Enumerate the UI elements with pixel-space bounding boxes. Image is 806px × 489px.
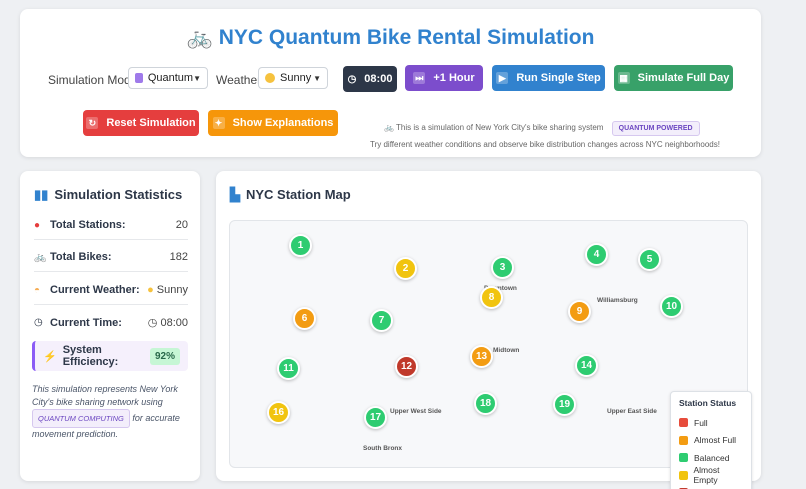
refresh-icon: ↻ bbox=[86, 117, 99, 129]
station-marker[interactable]: 8 bbox=[480, 286, 503, 309]
station-marker[interactable]: 11 bbox=[277, 357, 300, 380]
clock-icon: ◷ bbox=[147, 317, 158, 329]
area-label: Upper West Side bbox=[390, 408, 442, 415]
legend-label: Almost Full bbox=[694, 435, 737, 446]
play-icon: ▶ bbox=[496, 72, 509, 84]
simulation-description: This simulation represents New York City… bbox=[32, 384, 180, 439]
legend-swatch bbox=[679, 435, 688, 445]
station-marker[interactable]: 1 bbox=[289, 234, 312, 257]
info-panel: 🚲 This is a simulation of New York City'… bbox=[370, 121, 720, 149]
station-marker[interactable]: 19 bbox=[553, 393, 576, 416]
stat-total-stations: ● Total Stations: 20 bbox=[34, 219, 188, 231]
calendar-icon: ▦ bbox=[617, 72, 630, 84]
station-map-panel: ▙ NYC Station Map Downtown Williamsburg M… bbox=[216, 171, 761, 489]
station-marker[interactable]: 5 bbox=[638, 248, 661, 271]
map-title: ▙ NYC Station Map bbox=[230, 187, 351, 202]
stat-current-time: ◷ Current Time: ◷ 08:00 bbox=[34, 316, 188, 330]
weather-icon: ◓ bbox=[34, 284, 41, 296]
simulate-full-day-button[interactable]: ▦ Simulate Full Day bbox=[614, 65, 733, 91]
bicycle-icon: 🚲 bbox=[34, 251, 47, 263]
area-label: South Bronx bbox=[363, 445, 402, 452]
quantum-computing-badge: QUANTUM COMPUTING bbox=[32, 409, 130, 428]
bar-chart-icon: ▮▮ bbox=[34, 187, 49, 202]
stat-current-weather: ◓ Current Weather: ● Sunny bbox=[34, 284, 188, 296]
station-marker[interactable]: 17 bbox=[364, 406, 387, 429]
divider bbox=[34, 271, 188, 272]
system-efficiency: ⚡ System Efficiency: 92% bbox=[32, 341, 188, 371]
legend-title: Station Status bbox=[679, 398, 737, 408]
info-subtext: Try different weather conditions and obs… bbox=[370, 140, 720, 149]
divider bbox=[34, 239, 188, 240]
fast-forward-icon: ⏭ bbox=[413, 72, 426, 84]
station-marker[interactable]: 7 bbox=[370, 309, 393, 332]
statistics-title: ▮▮ Simulation Statistics bbox=[34, 187, 183, 202]
quantum-powered-badge: QUANTUM POWERED bbox=[611, 121, 700, 136]
clock-icon: ◷ bbox=[347, 73, 357, 85]
control-panel: 🚲 NYC Quantum Bike Rental Simulation Simu… bbox=[20, 9, 761, 157]
bicycle-icon: 🚲 bbox=[186, 26, 213, 49]
station-status-legend: Station Status Full Almost Full Balanced Al… bbox=[670, 391, 752, 489]
station-marker[interactable]: 6 bbox=[293, 307, 316, 330]
efficiency-badge: 92% bbox=[149, 347, 180, 365]
weather-select[interactable]: Sunny ▼ bbox=[258, 67, 328, 89]
lightning-icon: ⚡ bbox=[43, 350, 57, 363]
legend-swatch bbox=[679, 470, 688, 480]
map-icon: ▙ bbox=[230, 187, 240, 202]
area-label: Midtown bbox=[493, 347, 520, 354]
statistics-panel: ▮▮ Simulation Statistics ● Total Stations… bbox=[20, 171, 200, 481]
sun-icon bbox=[265, 73, 275, 83]
legend-swatch bbox=[679, 453, 688, 463]
legend-item: Full bbox=[679, 414, 743, 432]
legend-label: Empty bbox=[694, 488, 718, 489]
reset-simulation-button[interactable]: ↻ Reset Simulation bbox=[83, 110, 199, 136]
legend-item: Almost Empty bbox=[679, 465, 743, 486]
legend-label: Full bbox=[694, 417, 708, 428]
mode-select[interactable]: Quantum ▼ bbox=[128, 67, 208, 89]
station-marker[interactable]: 4 bbox=[585, 243, 608, 266]
legend-item: Almost Full bbox=[679, 432, 743, 450]
area-label: Upper East Side bbox=[607, 408, 657, 415]
area-label: Downtown bbox=[484, 285, 517, 292]
run-single-step-button[interactable]: ▶ Run Single Step bbox=[492, 65, 605, 91]
station-marker[interactable]: 12 bbox=[395, 355, 418, 378]
show-explanations-button[interactable]: ✦ Show Explanations bbox=[208, 110, 338, 136]
pin-icon: ● bbox=[34, 219, 41, 231]
divider bbox=[34, 304, 188, 305]
chevron-down-icon: ▼ bbox=[313, 73, 321, 83]
station-marker[interactable]: 14 bbox=[575, 354, 598, 377]
plus-hour-button[interactable]: ⏭ +1 Hour bbox=[405, 65, 483, 91]
area-label: Williamsburg bbox=[597, 297, 638, 304]
station-marker[interactable]: 10 bbox=[660, 295, 683, 318]
clock-icon: ◷ bbox=[34, 317, 43, 328]
station-marker[interactable]: 13 bbox=[470, 345, 493, 368]
page-title: 🚲 NYC Quantum Bike Rental Simulation bbox=[186, 26, 595, 49]
chevron-down-icon: ▼ bbox=[193, 73, 201, 83]
stat-total-bikes: 🚲 Total Bikes: 182 bbox=[34, 251, 188, 263]
legend-swatch bbox=[679, 418, 688, 428]
legend-item: Balanced bbox=[679, 449, 743, 467]
legend-label: Balanced bbox=[694, 452, 730, 463]
lightbulb-icon: ✦ bbox=[212, 117, 225, 129]
station-marker[interactable]: 9 bbox=[568, 300, 591, 323]
mode-label: Simulation Mode: bbox=[48, 73, 141, 87]
station-marker[interactable]: 18 bbox=[474, 392, 497, 415]
station-marker[interactable]: 2 bbox=[394, 257, 417, 280]
time-display: ◷ 08:00 bbox=[343, 66, 397, 92]
weather-label: Weather: bbox=[216, 73, 265, 87]
station-marker[interactable]: 16 bbox=[267, 401, 290, 424]
bicycle-icon: 🚲 bbox=[384, 123, 394, 132]
sun-icon: ● bbox=[147, 284, 154, 296]
legend-label: Almost Empty bbox=[693, 465, 720, 486]
station-marker[interactable]: 3 bbox=[491, 256, 514, 279]
quantum-icon bbox=[135, 73, 143, 83]
station-map[interactable]: Downtown Williamsburg Midtown Upper West… bbox=[229, 220, 752, 489]
